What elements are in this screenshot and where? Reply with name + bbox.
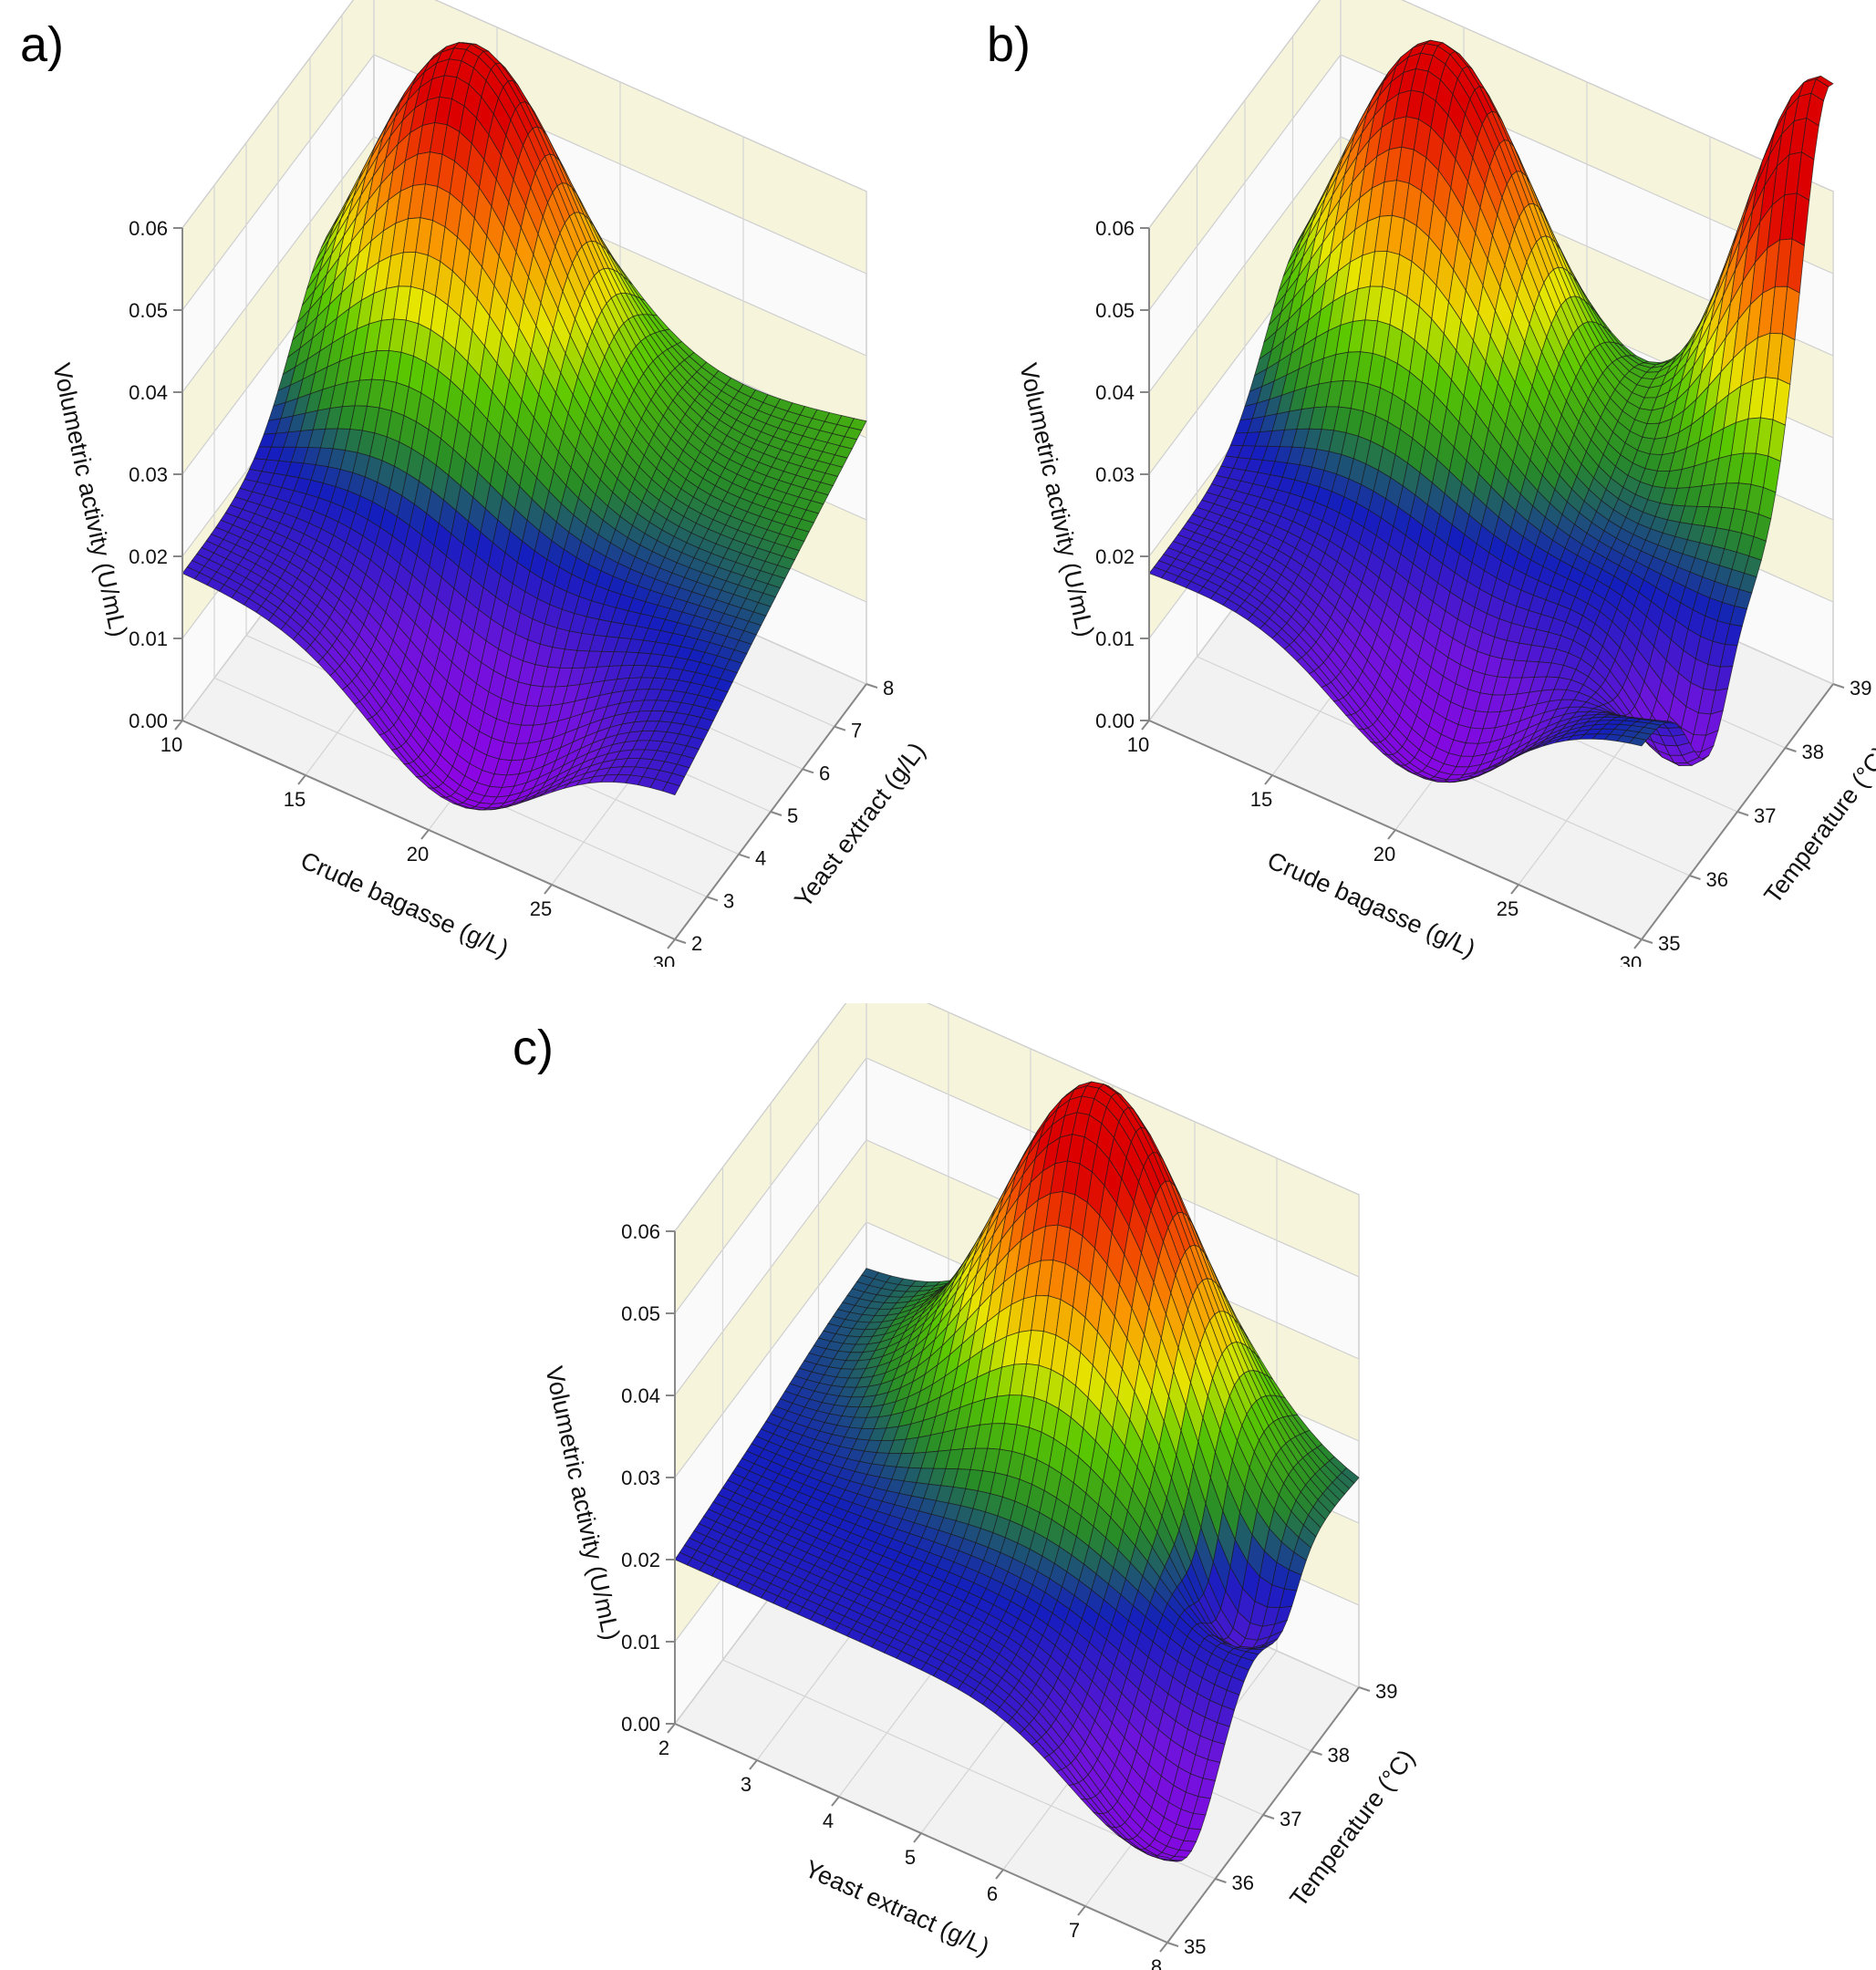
- x-tick-mark: [1388, 830, 1395, 839]
- y-tick-label: 38: [1802, 741, 1824, 763]
- y-tick-mark: [707, 897, 718, 900]
- x-tick-label: 25: [530, 897, 552, 920]
- x-tick-label: 10: [1127, 733, 1149, 756]
- x-tick-label: 15: [284, 788, 306, 811]
- x-tick-mark: [544, 885, 552, 894]
- z-axis-label: Volumetric activity (U/mL): [47, 360, 132, 639]
- y-tick-label: 7: [851, 720, 862, 742]
- surface-chart: 0.00 0.01 0.02 0.03 0.04 0.05 0.06 10 15 20 25 30 35…: [967, 0, 1876, 967]
- y-tick-mark: [1642, 939, 1653, 943]
- y-tick-label: 36: [1706, 868, 1728, 891]
- y-tick-mark: [771, 812, 782, 815]
- x-tick-mark: [668, 939, 675, 949]
- y-tick-label: 5: [787, 804, 798, 827]
- y-axis-label: Temperature (°C): [1758, 741, 1876, 909]
- x-tick-label: 10: [161, 733, 182, 756]
- y-tick-label: 2: [691, 932, 702, 955]
- y-tick-label: 39: [1850, 677, 1871, 700]
- z-tick-label: 0.06: [1095, 217, 1135, 240]
- y-tick-mark: [1833, 684, 1844, 688]
- z-tick-label: 0.02: [1095, 545, 1135, 568]
- y-tick-mark: [675, 939, 686, 943]
- y-tick-mark: [866, 684, 877, 688]
- x-axis-label: Crude bagasse (g/L): [296, 846, 513, 963]
- x-tick-label: 30: [653, 952, 675, 967]
- z-tick-label: 0.01: [1095, 627, 1135, 650]
- z-tick-label: 0.03: [129, 463, 168, 486]
- z-tick-label: 0.00: [621, 1713, 660, 1736]
- x-tick-label: 20: [1373, 843, 1395, 866]
- y-tick-label: 37: [1754, 804, 1776, 827]
- x-tick-label: 30: [1620, 952, 1642, 967]
- y-tick-label: 8: [883, 677, 894, 700]
- x-tick-mark: [298, 775, 306, 784]
- y-tick-label: 6: [819, 762, 830, 784]
- y-tick-mark: [834, 727, 845, 731]
- y-tick-mark: [739, 855, 750, 858]
- z-tick-label: 0.06: [129, 217, 168, 240]
- x-tick-label: 25: [1497, 897, 1518, 920]
- x-tick-mark: [1142, 721, 1149, 730]
- y-axis-label: Yeast extract (g/L): [789, 737, 930, 912]
- z-tick-label: 0.04: [621, 1384, 660, 1407]
- z-tick-label: 0.01: [621, 1631, 660, 1654]
- y-tick-mark: [1737, 812, 1748, 815]
- z-tick-label: 0.02: [129, 545, 168, 568]
- z-tick-label: 0.04: [1095, 381, 1135, 404]
- y-tick-mark: [1786, 748, 1797, 752]
- z-tick-label: 0.00: [129, 710, 168, 732]
- surface-chart: 0.00 0.01 0.02 0.03 0.04 0.05 0.06 10 15 20 25 30 23…: [0, 0, 939, 967]
- z-tick-label: 0.01: [129, 627, 168, 650]
- x-tick-mark: [1511, 885, 1518, 894]
- z-tick-label: 0.03: [1095, 463, 1135, 486]
- z-tick-label: 0.04: [129, 381, 168, 404]
- y-tick-label: 4: [755, 847, 766, 870]
- z-tick-label: 0.05: [621, 1302, 660, 1325]
- z-tick-label: 0.02: [621, 1549, 660, 1571]
- x-tick-mark: [1265, 775, 1272, 784]
- y-tick-mark: [1690, 876, 1701, 879]
- z-tick-label: 0.05: [129, 299, 168, 322]
- z-tick-label: 0.03: [621, 1467, 660, 1489]
- y-tick-mark: [803, 769, 814, 772]
- x-tick-label: 20: [407, 843, 429, 866]
- x-axis-label: Crude bagasse (g/L): [1263, 846, 1479, 963]
- surface-chart: 0.000.010.020.030.040.050.06234567835363…: [492, 1003, 1432, 1970]
- x-tick-label: 15: [1250, 788, 1272, 811]
- z-axis-label: Volumetric activity (U/mL): [1014, 360, 1099, 639]
- y-tick-label: 35: [1658, 932, 1680, 955]
- x-tick-mark: [1634, 939, 1642, 949]
- z-tick-label: 0.05: [1095, 299, 1135, 322]
- z-tick-label: 0.00: [1095, 710, 1135, 732]
- y-tick-label: 3: [723, 889, 734, 912]
- x-tick-mark: [175, 721, 182, 730]
- x-tick-mark: [421, 830, 429, 839]
